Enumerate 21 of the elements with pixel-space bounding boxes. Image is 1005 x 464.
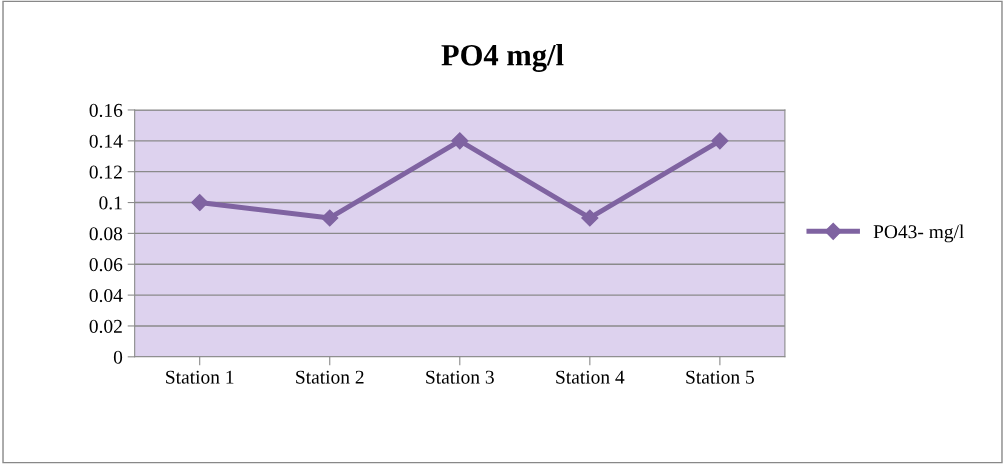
y-tick-label: 0.16 bbox=[89, 103, 123, 117]
chart-title: PO4 mg/l bbox=[441, 44, 564, 72]
x-tick-label: Station 4 bbox=[556, 370, 625, 384]
point bbox=[451, 132, 469, 150]
y-tick-label: 0.08 bbox=[89, 227, 123, 241]
legend-label: PO43- mg/l bbox=[873, 224, 964, 243]
x-tick-label: Station 2 bbox=[296, 370, 364, 384]
point bbox=[711, 132, 729, 150]
y-tick-label: 0.14 bbox=[89, 134, 123, 148]
y-tick-label: 0 bbox=[113, 350, 123, 364]
y-tick-label: 0.02 bbox=[89, 319, 122, 333]
y-tick-label: 0.04 bbox=[89, 288, 123, 303]
x-tick-label: Station 5 bbox=[686, 370, 754, 384]
x-tick-label: Station 3 bbox=[426, 370, 494, 384]
point bbox=[191, 193, 209, 212]
point bbox=[581, 209, 599, 227]
point bbox=[321, 209, 339, 227]
y-tick-label: 0.1 bbox=[99, 196, 122, 210]
x-tick-label: Station 1 bbox=[166, 370, 234, 384]
y-tick-label: 0.06 bbox=[89, 258, 123, 272]
y-tick-label: 0.12 bbox=[89, 165, 122, 179]
